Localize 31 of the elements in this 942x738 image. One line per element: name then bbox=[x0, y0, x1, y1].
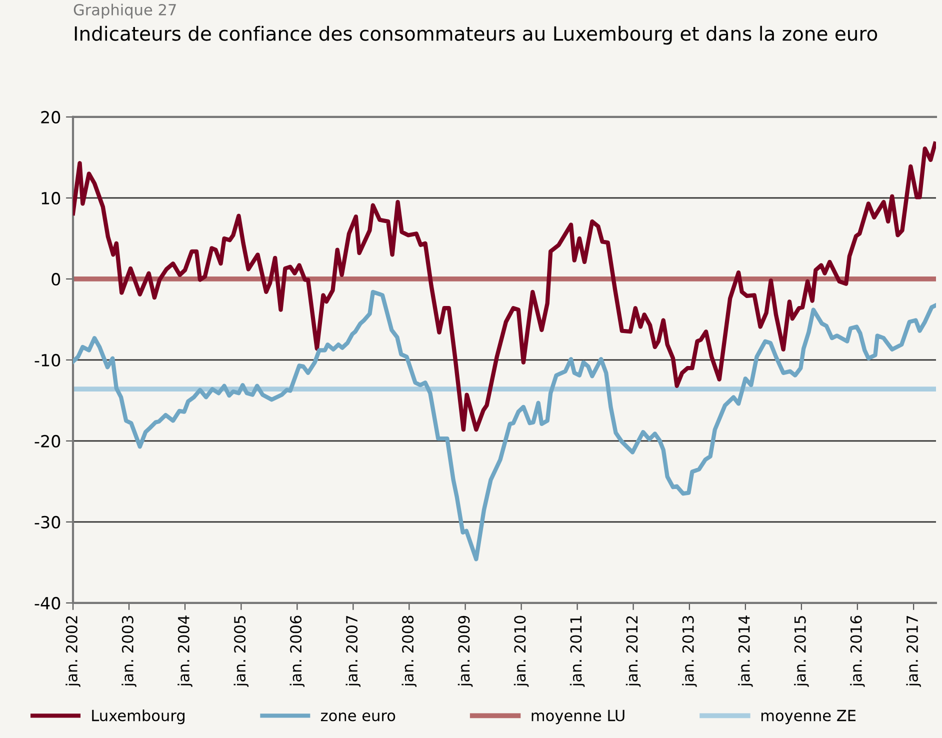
x-tick-label: jan. 2005 bbox=[234, 616, 249, 687]
x-tick-label: jan. 2015 bbox=[794, 616, 809, 687]
x-tick-label: jan. 2017 bbox=[906, 616, 921, 687]
x-tick-label: jan. 2004 bbox=[178, 616, 192, 687]
x-tick-label: jan. 2003 bbox=[122, 616, 136, 687]
legend-label: zone euro bbox=[320, 712, 396, 722]
y-tick-label: -10 bbox=[34, 354, 60, 367]
legend-label: Luxembourg bbox=[92, 709, 184, 724]
x-tick-label: jan. 2012 bbox=[626, 616, 641, 687]
x-tick-label: jan. 2008 bbox=[402, 616, 417, 687]
x-tick-label: jan. 2002 bbox=[66, 616, 80, 687]
legend-label: moyenne LU bbox=[532, 710, 624, 724]
line-series bbox=[73, 142, 936, 432]
legend-label: moyenne ZE bbox=[761, 710, 856, 724]
x-tick-label: jan. 2011 bbox=[570, 616, 585, 687]
y-tick-label: -40 bbox=[34, 596, 60, 610]
x-tick-label: jan. 2016 bbox=[850, 616, 865, 687]
x-tick-label: jan. 2007 bbox=[346, 616, 361, 687]
line-series bbox=[73, 290, 936, 562]
y-tick-label: -30 bbox=[34, 516, 60, 529]
y-tick-label: 0 bbox=[52, 272, 60, 286]
x-tick-label: jan. 2006 bbox=[290, 616, 305, 687]
y-tick-label: -20 bbox=[34, 434, 60, 448]
x-tick-label: jan. 2014 bbox=[738, 616, 753, 687]
x-tick-label: jan. 2010 bbox=[514, 616, 529, 687]
y-tick-label: 10 bbox=[42, 192, 60, 205]
x-tick-label: jan. 2009 bbox=[458, 616, 473, 687]
text: Graphique 27 bbox=[74, 4, 176, 18]
x-tick-label: jan. 2013 bbox=[682, 616, 697, 687]
y-tick-label: 20 bbox=[41, 110, 60, 124]
chart-title: Indicateurs de confiance des consommateurs au Luxembourg et dans la zone euro bbox=[74, 26, 878, 45]
